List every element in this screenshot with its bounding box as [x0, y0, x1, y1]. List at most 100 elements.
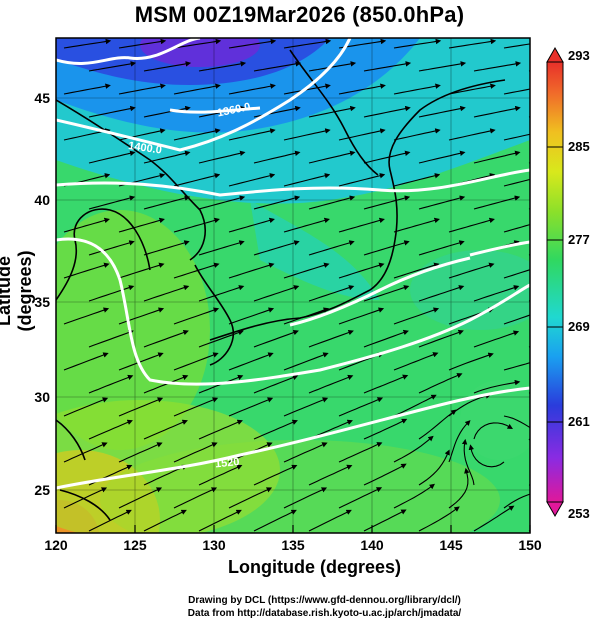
- colorbar-label: 253: [568, 506, 590, 521]
- streamline: [88, 240, 135, 256]
- streamline: [473, 505, 515, 532]
- streamline: [173, 352, 219, 371]
- streamline: [503, 415, 530, 429]
- streamline: [448, 217, 495, 233]
- streamline: [473, 105, 521, 118]
- streamline: [418, 506, 460, 532]
- streamline: [503, 314, 530, 325]
- x-tick-labels: 120 125 130 135 140 145 150: [44, 537, 542, 553]
- x-tick-label: 120: [44, 537, 68, 553]
- streamline: [363, 105, 411, 118]
- streamline: [418, 329, 464, 348]
- streamline: [143, 240, 190, 256]
- streamline: [503, 88, 530, 95]
- streamline: [198, 195, 246, 210]
- streamline: [118, 262, 165, 279]
- streamline: [473, 379, 521, 394]
- streamline: [338, 217, 385, 233]
- wind-streamlines: [63, 38, 530, 532]
- streamline: [173, 397, 219, 417]
- streamline: [88, 105, 136, 118]
- streamline: [338, 487, 383, 509]
- streamline: [338, 128, 386, 141]
- streamline: [393, 173, 441, 187]
- streamline: [338, 173, 386, 187]
- colorbar-label: 261: [568, 414, 590, 429]
- streamline: [88, 419, 133, 440]
- streamline: [253, 150, 301, 164]
- streamline: [63, 217, 110, 233]
- x-tick-label: 145: [439, 537, 463, 553]
- streamline: [503, 269, 530, 279]
- x-axis-label: Longitude (degrees): [227, 557, 401, 577]
- streamline: [228, 262, 275, 279]
- streamline: [228, 83, 276, 95]
- streamline: [173, 173, 221, 187]
- streamline: [393, 394, 437, 417]
- streamline: [63, 397, 109, 417]
- chart-title: MSM 00Z19Mar2026 (850.0hPa): [134, 2, 465, 27]
- streamline: [173, 487, 218, 509]
- streamline: [88, 195, 136, 210]
- streamline: [173, 128, 221, 141]
- streamline: [363, 240, 410, 256]
- colorbar-label: 269: [568, 319, 590, 334]
- streamline: [198, 509, 242, 532]
- streamline: [283, 38, 332, 49]
- streamline: [173, 307, 220, 325]
- coastlines: [56, 49, 506, 521]
- streamline: [88, 61, 137, 72]
- streamline: [473, 285, 520, 302]
- streamline: [228, 217, 275, 233]
- streamline: [308, 240, 355, 256]
- streamline: [338, 262, 385, 279]
- streamline: [338, 307, 385, 325]
- streamline: [503, 224, 530, 233]
- streamline: [198, 61, 247, 72]
- streamline: [473, 422, 513, 440]
- streamline: [448, 467, 470, 509]
- streamline: [393, 435, 434, 463]
- streamline: [283, 487, 328, 509]
- streamline: [228, 397, 274, 417]
- streamline: [118, 83, 166, 95]
- streamline: [308, 105, 356, 118]
- streamline: [118, 38, 167, 49]
- streamline: [228, 38, 277, 49]
- streamline: [198, 419, 243, 440]
- streamline: [283, 442, 328, 463]
- streamline: [503, 493, 530, 509]
- streamline: [503, 178, 530, 187]
- streamline: [448, 352, 494, 371]
- streamline: [363, 329, 409, 348]
- streamline: [173, 442, 218, 463]
- x-tick-label: 125: [123, 537, 147, 553]
- streamline: [253, 329, 299, 348]
- height-contours: [56, 38, 530, 490]
- streamline: [118, 128, 166, 141]
- contour-label-1400: 1400.0: [128, 140, 163, 157]
- y-tick-label: 40: [34, 192, 50, 208]
- colorbar-max-arrow: [546, 46, 564, 63]
- x-tick-label: 150: [518, 537, 542, 553]
- streamline: [253, 240, 300, 256]
- streamline: [253, 374, 299, 394]
- streamline: [118, 217, 165, 233]
- streamline: [118, 307, 165, 325]
- streamline: [143, 195, 191, 210]
- streamline: [283, 173, 331, 187]
- x-axis-ticks: [55, 525, 531, 533]
- streamline: [88, 329, 134, 348]
- streamline: [283, 128, 331, 141]
- streamline: [448, 128, 496, 141]
- streamline: [473, 195, 521, 210]
- contour-label-1520: 1520: [214, 456, 240, 470]
- streamline: [393, 483, 435, 509]
- streamline: [198, 329, 244, 348]
- x-tick-label: 140: [360, 537, 384, 553]
- streamline: [143, 509, 187, 532]
- streamline: [308, 195, 356, 210]
- streamline: [308, 464, 353, 486]
- streamline: [393, 307, 440, 325]
- streamline: [308, 285, 355, 302]
